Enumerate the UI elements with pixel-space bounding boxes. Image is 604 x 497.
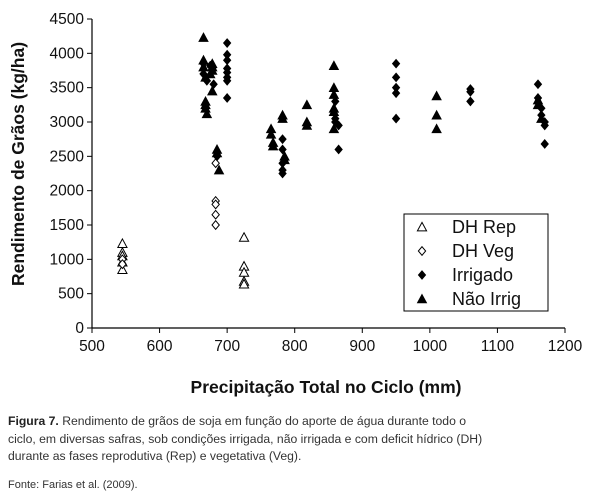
y-tick-label: 500 [58,286,84,303]
y-axis-title: Rendimento de Grãos (kg/ha) [8,42,28,286]
data-point [207,85,218,96]
data-point [222,38,232,48]
caption-line-2: ciclo, em diversas safras, sob condições… [8,431,483,446]
data-point [238,231,250,242]
data-point [334,144,343,155]
data-point [431,123,442,134]
y-tick-label: 1500 [50,217,85,234]
x-tick-label: 500 [79,338,105,355]
x-tick-label: 600 [147,338,173,355]
data-point [391,58,401,69]
y-tick-label: 2500 [50,148,85,165]
x-tick-label: 800 [282,338,308,355]
data-point [328,89,340,99]
data-point [391,72,401,83]
data-point [201,108,213,119]
series-dh-rep [116,231,250,289]
data-point [328,60,340,71]
caption-line-3: durante as fases reprodutiva (Rep) e veg… [8,449,302,463]
data-point [536,113,547,123]
data-point [267,140,279,151]
y-tick-label: 3000 [50,114,85,131]
legend-entry: Irrigado [417,265,513,285]
x-axis-ticks: 500 600 700 800 900 1000 1100 1200 [79,328,583,355]
y-tick-label: 3500 [50,80,85,97]
series-n-o-irrig [198,32,547,175]
data-point [222,93,232,103]
data-point [222,55,232,66]
data-point [118,259,127,270]
data-point [391,88,401,99]
data-point [328,123,340,134]
data-point [198,32,209,42]
data-point [211,209,220,220]
x-tick-label: 700 [214,338,240,355]
data-point [265,128,277,139]
figure-caption: Figura 7. Rendimento de grãos de soja em… [8,413,598,466]
caption-source: Fonte: Farias et al. (2009). [8,479,138,491]
data-point [207,65,218,75]
data-point [238,278,250,289]
x-tick-label: 1000 [413,338,448,355]
data-point [211,147,223,158]
x-tick-label: 1100 [481,338,515,355]
series-dh-veg [118,158,220,270]
data-point [301,119,313,130]
x-tick-label: 900 [349,338,375,355]
legend-box [403,213,549,312]
data-point [209,79,218,90]
series-irrigado [199,38,549,179]
data-point [211,199,220,210]
data-point [334,120,343,131]
data-point [211,158,220,169]
legend-entry: DH Veg [417,241,514,261]
data-point [466,86,475,97]
y-axis-ticks: 0 500 1000 1500 2000 2500 3000 3500 4000 4500 [50,11,92,337]
y-tick-label: 1000 [50,251,85,268]
data-point [222,75,232,86]
data-point [116,237,128,248]
data-point [213,164,225,175]
legend: DH Rep DH Veg Irrigado Não Irrig [403,213,549,312]
data-point [328,106,340,117]
data-points [116,32,549,289]
y-tick-label: 4000 [50,45,85,62]
x-tick-label: 1200 [548,338,583,355]
legend-label: Irrigado [452,265,513,285]
data-point [279,154,290,165]
data-point [277,113,288,123]
legend-label: DH Rep [452,217,516,237]
data-point [278,134,287,145]
data-point [532,99,544,110]
data-point [116,263,128,275]
x-axis-title: Precipitação Total no Ciclo (mm) [191,377,462,397]
legend-label: Não Irrig [452,289,521,309]
data-point [533,79,543,90]
data-point [278,168,287,179]
data-point [466,96,475,107]
legend-entry: Não Irrig [416,289,521,309]
data-point [211,219,220,231]
data-point [540,120,549,131]
caption-line-1: Rendimento de grãos de soja em função do… [62,414,467,428]
legend-marker [417,245,427,257]
data-point [301,99,313,110]
data-point [431,90,442,101]
y-tick-label: 2000 [50,183,85,200]
data-point [431,109,442,120]
data-point [540,139,549,149]
data-point [391,113,401,124]
legend-label: DH Veg [452,241,514,261]
y-tick-label: 0 [75,320,84,337]
legend-marker [416,293,428,304]
data-point [198,61,209,72]
caption-figure-label: Figura 7. [8,414,59,428]
legend-marker [417,270,427,280]
y-tick-label: 4500 [50,11,85,28]
legend-marker [416,221,428,232]
legend-entry: DH Rep [416,217,516,237]
